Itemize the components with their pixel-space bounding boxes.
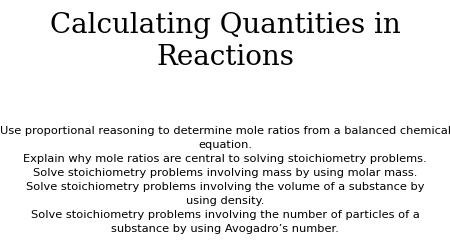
Text: Calculating Quantities in
Reactions: Calculating Quantities in Reactions [50, 12, 400, 70]
Text: Use proportional reasoning to determine mole ratios from a balanced chemical
equ: Use proportional reasoning to determine … [0, 126, 450, 234]
